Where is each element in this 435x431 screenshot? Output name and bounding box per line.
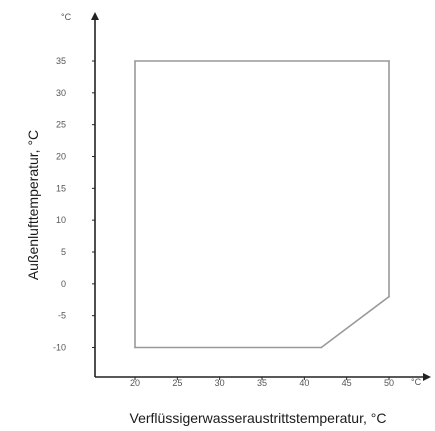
y-tick-label: 35: [56, 56, 66, 66]
x-tick-label: 40: [299, 378, 309, 388]
envelope-vertex: [320, 346, 323, 349]
y-tick-label: -5: [58, 311, 66, 321]
x-axis-label: Verflüssigerwasseraustrittstemperatur, °…: [130, 410, 387, 426]
y-axis-unit: °C: [61, 12, 72, 22]
x-tick-label: 45: [342, 378, 352, 388]
y-tick-label: 25: [56, 120, 66, 130]
x-axis-unit: °C: [411, 377, 422, 387]
y-axis-arrow: [91, 12, 99, 20]
axes: [91, 12, 431, 381]
x-tick-label: 30: [215, 378, 225, 388]
x-axis-arrow: [423, 373, 431, 381]
y-tick-label: 10: [56, 215, 66, 225]
envelope-vertex: [388, 60, 390, 62]
y-tick-label: 15: [56, 183, 66, 193]
y-tick-label: 20: [56, 152, 66, 162]
x-tick-label: 35: [257, 378, 267, 388]
y-tick-label: 30: [56, 88, 66, 98]
plot-area: [134, 60, 390, 349]
envelope-vertex: [134, 60, 136, 62]
x-tick-label: 50: [384, 378, 394, 388]
y-tick-label: 5: [61, 247, 66, 257]
y-axis-label: Außenlufttemperatur, °C: [25, 130, 41, 280]
y-tick-label: -10: [53, 343, 66, 353]
x-tick-label: 25: [172, 378, 182, 388]
y-tick-label: 0: [61, 279, 66, 289]
envelope-polygon: [134, 60, 390, 349]
envelope-vertex: [134, 346, 136, 349]
envelope-vertex: [388, 295, 390, 298]
x-tick-label: 20: [130, 378, 140, 388]
